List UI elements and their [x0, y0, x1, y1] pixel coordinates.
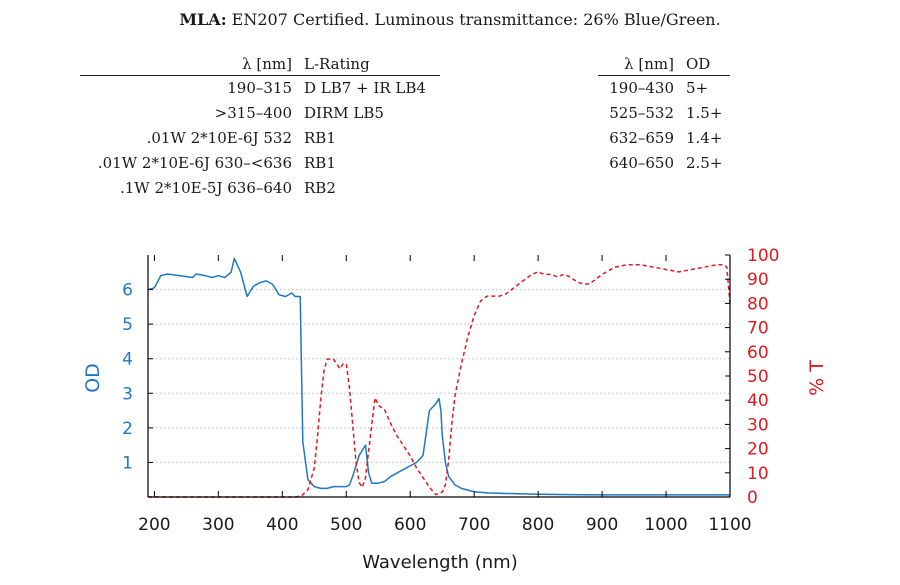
x-axis-label: Wavelength (nm): [362, 552, 518, 573]
y-left-tick-label: 1: [122, 453, 133, 473]
wavelength-cell: .1W 2*10E-5J 636–640: [119, 179, 292, 197]
header-wavelength: λ [nm]: [80, 52, 298, 76]
table-row: 640–650 2.5+: [598, 151, 730, 176]
y-right-tick-label: 30: [747, 415, 769, 435]
y-right-tick-label: 100: [747, 246, 779, 266]
table-row: 632–659 1.4+: [598, 126, 730, 151]
x-tick-label: 900: [586, 515, 618, 535]
table-row: .01W 2*10E-6J 630–<636 RB1: [80, 151, 440, 176]
y-axis-right-label: % T: [806, 360, 828, 396]
table-row: 190–430 5+: [598, 76, 730, 102]
x-tick-label: 1100: [708, 515, 751, 535]
x-tick-label: 400: [266, 515, 298, 535]
x-tick-label: 1000: [644, 515, 687, 535]
y-left-tick-label: 3: [122, 384, 133, 404]
title-bold: MLA:: [179, 10, 227, 29]
wavelength-cell: .01W 2*10E-6J 532: [146, 129, 292, 147]
l-rating-cell: DIRM LB5: [304, 104, 384, 122]
od-transmittance-chart: 200 300 400 500 600 700 800 900 1000 110012345601…: [82, 246, 828, 573]
table-row: 525–532 1.5+: [598, 101, 730, 126]
x-tick-label: 700: [458, 515, 490, 535]
header-od: OD: [680, 52, 730, 76]
y-right-tick-label: 40: [747, 391, 769, 411]
y-right-tick-label: 80: [747, 294, 769, 314]
wavelength-cell: >315–400: [214, 104, 292, 122]
y-right-tick-label: 0: [747, 488, 758, 508]
od-cell: 5+: [686, 79, 709, 97]
header-l-rating: L-Rating: [298, 52, 440, 76]
x-tick-label: 800: [522, 515, 554, 535]
l-rating-cell: RB2: [304, 179, 336, 197]
y-right-tick-label: 60: [747, 343, 769, 363]
header-wavelength: λ [nm]: [598, 52, 680, 76]
y-right-tick-label: 20: [747, 440, 769, 460]
x-tick-label: 500: [330, 515, 362, 535]
transmittance-line: [148, 263, 731, 498]
x-tick-label: 200: [138, 515, 170, 535]
l-rating-cell: RB1: [304, 154, 336, 172]
l-rating-cell: RB1: [304, 129, 336, 147]
od-cell: 1.4+: [686, 129, 723, 147]
y-left-tick-label: 4: [122, 350, 133, 370]
tick-labels: 200 300 400 500 600 700 800 900 1000 110012345601…: [122, 246, 779, 535]
table-row: 190–315 D LB7 + IR LB4: [80, 76, 440, 102]
gridlines: [148, 289, 730, 463]
od-table: λ [nm] OD 190–430 5+ 525–532 1.5+ 632–659 1…: [598, 52, 730, 176]
od-line: [147, 257, 730, 496]
title-rest: EN207 Certified. Luminous transmittance:…: [226, 10, 721, 29]
od-cell: 2.5+: [686, 154, 723, 172]
table-row: .01W 2*10E-6J 532 RB1: [80, 126, 440, 151]
y-left-tick-label: 5: [122, 315, 133, 335]
y-axis-left-label: OD: [82, 363, 104, 393]
l-rating-table: λ [nm] L-Rating 190–315 D LB7 + IR LB4 >3…: [80, 52, 440, 201]
y-right-tick-label: 90: [747, 270, 769, 290]
od-header-row: λ [nm] OD: [598, 52, 730, 76]
wavelength-cell: 190–315: [227, 79, 292, 97]
l-rating-cell: D LB7 + IR LB4: [304, 79, 426, 97]
wavelength-cell: .01W 2*10E-6J 630–<636: [97, 154, 292, 172]
l-rating-header-row: λ [nm] L-Rating: [80, 52, 440, 76]
y-right-tick-label: 50: [747, 367, 769, 387]
table-row: .1W 2*10E-5J 636–640 RB2: [80, 176, 440, 201]
table-row: >315–400 DIRM LB5: [80, 101, 440, 126]
od-cell: 1.5+: [686, 104, 723, 122]
wavelength-cell: 190–430: [609, 79, 674, 97]
wavelength-cell: 640–650: [609, 154, 674, 172]
y-right-tick-label: 70: [747, 319, 769, 339]
od-series: [147, 257, 730, 496]
axes: [147, 254, 731, 498]
y-left-tick-label: 2: [122, 419, 133, 439]
wavelength-cell: 525–532: [609, 104, 674, 122]
wavelength-cell: 632–659: [609, 129, 674, 147]
page-title: MLA: EN207 Certified. Luminous transmitt…: [0, 10, 900, 29]
x-tick-label: 600: [394, 515, 426, 535]
y-left-tick-label: 6: [122, 281, 133, 301]
y-right-tick-label: 10: [747, 464, 769, 484]
transmittance-series: [148, 263, 731, 498]
x-tick-label: 300: [202, 515, 234, 535]
